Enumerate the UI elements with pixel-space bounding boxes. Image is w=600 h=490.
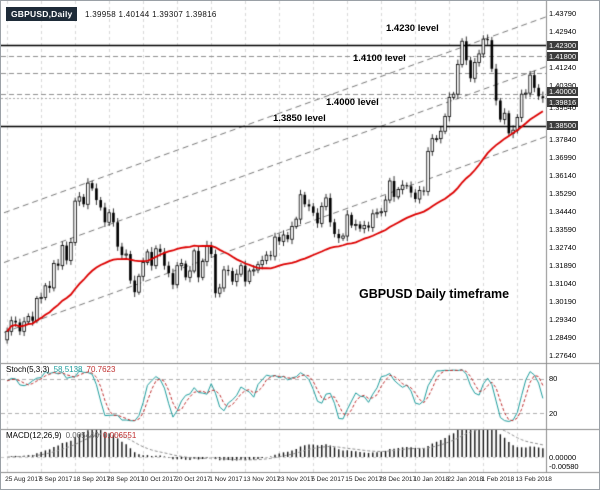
price-axis-label: 1.27640: [549, 351, 577, 361]
date-axis-label: 18 Sep 2017: [73, 476, 111, 483]
date-axis-label: 6 Sep 2017: [39, 476, 73, 483]
annotation-level-4100: 1.4100 level: [353, 53, 406, 64]
stoch-axis-label: 80: [549, 374, 558, 384]
date-axis-label: 10 Oct 2017: [141, 476, 177, 483]
date-axis-label: 28 Sep 2017: [107, 476, 145, 483]
macd-main-value: 0.005440: [65, 431, 99, 440]
date-axis-label: 20 Oct 2017: [175, 476, 211, 483]
price-axis-label: 1.32740: [549, 243, 577, 253]
price-axis-label: 1.34440: [549, 207, 577, 217]
price-axis-box: 1.40000: [547, 86, 579, 96]
date-axis-label: 1 Feb 2018: [481, 476, 515, 483]
price-axis-label: 1.31040: [549, 279, 577, 289]
annotation-level-4000: 1.4000 level: [326, 97, 379, 108]
date-axis-label: 23 Nov 2017: [277, 476, 315, 483]
price-axis-box: 1.38500: [547, 121, 579, 131]
annotation-level-3850: 1.3850 level: [273, 113, 326, 124]
price-axis-label: 1.31890: [549, 261, 577, 271]
stoch-main-value: 58.5138: [53, 365, 83, 374]
date-axis-label: 10 Jan 2018: [413, 476, 450, 483]
price-axis-label: 1.28490: [549, 333, 577, 343]
price-axis-label: 1.35290: [549, 189, 577, 199]
date-axis-label: 5 Dec 2017: [311, 476, 345, 483]
date-axis-label: 1 Nov 2017: [209, 476, 243, 483]
date-axis-label: 13 Feb 2018: [515, 476, 552, 483]
price-axis-box: 1.41800: [547, 51, 579, 61]
price-axis-label: 1.33590: [549, 225, 577, 235]
price-axis-box: 1.39816: [547, 97, 579, 107]
price-axis-label: 1.42940: [549, 27, 577, 37]
price-axis-label: 1.37840: [549, 135, 577, 145]
stoch-signal-value: 70.7623: [86, 365, 116, 374]
symbol-period-badge: GBPUSD,Daily: [6, 7, 78, 21]
stoch-axis-label: 20: [549, 408, 558, 418]
price-axis-label: 1.36140: [549, 171, 577, 181]
macd-axis-label: 0.00000: [549, 452, 577, 462]
date-axis-label: 15 Dec 2017: [345, 476, 383, 483]
annotation-timeframe: GBPUSD Daily timeframe: [359, 287, 510, 301]
macd-signal-value: 0.006551: [102, 431, 137, 440]
stoch-name: Stoch(5,3,3): [6, 365, 50, 374]
price-axis-label: 1.29340: [549, 315, 577, 325]
price-axis-label: 1.30190: [549, 297, 577, 307]
price-axis-box: 1.42300: [547, 40, 579, 50]
date-axis-label: 28 Dec 2017: [379, 476, 417, 483]
macd-axis-label: -0.00580: [549, 462, 579, 472]
price-axis-label: 1.41240: [549, 63, 577, 73]
price-axis-label: 1.36990: [549, 153, 577, 163]
stoch-indicator-label: Stoch(5,3,3) 58.5138 70.7623: [6, 365, 115, 374]
price-axis-label: 1.39540: [549, 103, 577, 113]
macd-indicator-label: MACD(12,26,9) 0.005440 0.006551: [6, 431, 136, 440]
price-axis-label: 1.43790: [549, 9, 577, 19]
date-axis-label: 22 Jan 2018: [447, 476, 484, 483]
macd-name: MACD(12,26,9): [6, 431, 62, 440]
ohlc-readout: 1.39958 1.40144 1.39307 1.39816: [85, 10, 217, 19]
date-axis-label: 13 Nov 2017: [243, 476, 281, 483]
annotation-level-4230: 1.4230 level: [386, 23, 439, 34]
date-axis-label: 25 Aug 2017: [5, 476, 42, 483]
price-axis-label: 1.40390: [549, 81, 576, 90]
